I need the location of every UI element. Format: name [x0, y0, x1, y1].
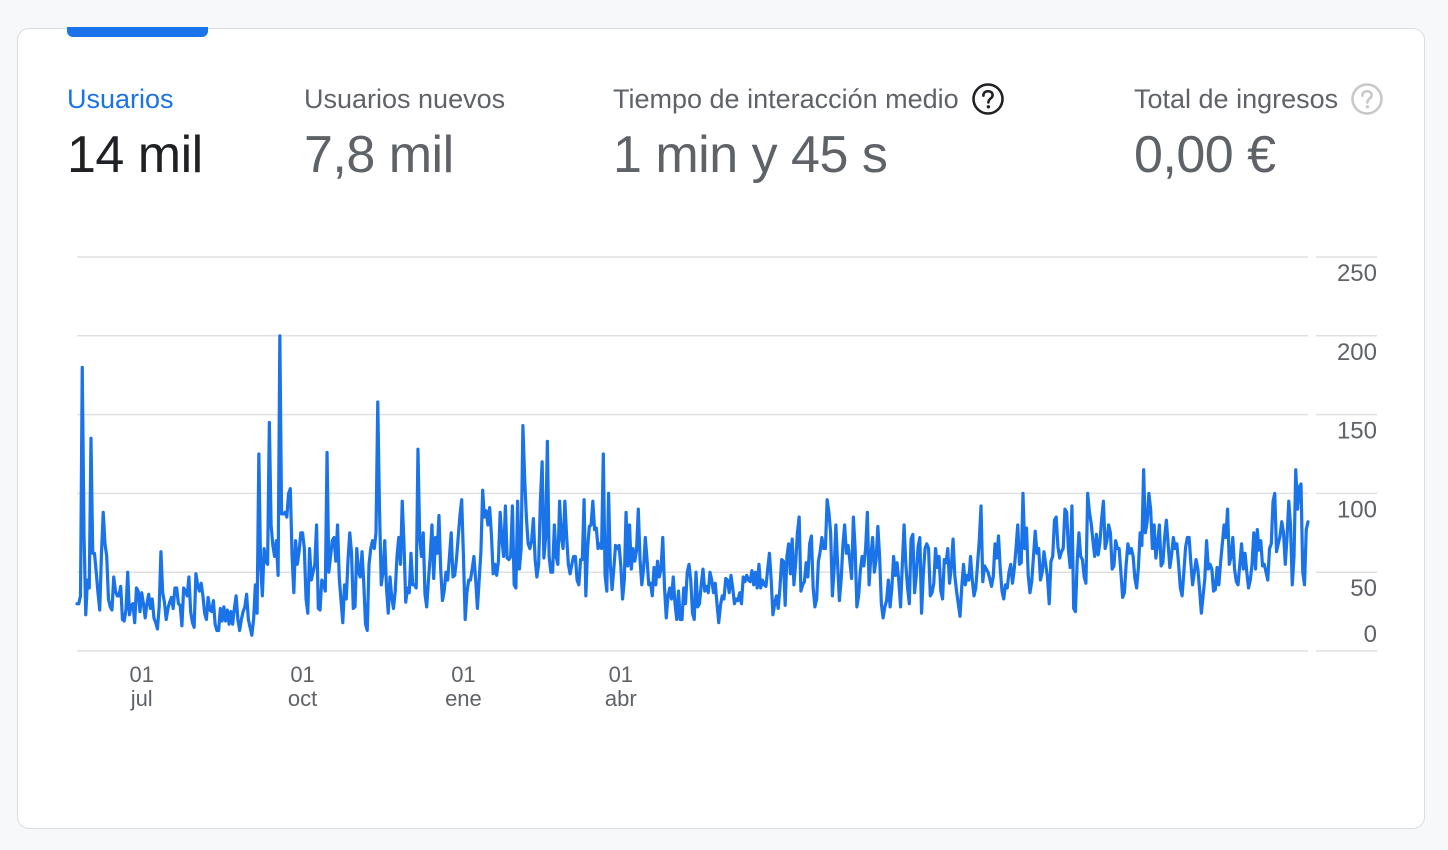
y-tick-label: 50 — [1350, 575, 1377, 602]
help-icon[interactable] — [971, 82, 1005, 116]
metric-label: Usuarios — [67, 84, 174, 114]
x-tick-label: 01 — [451, 662, 475, 687]
metric-label: Usuarios nuevos — [304, 84, 506, 114]
metric-tab-engagement-time[interactable]: Tiempo de interacción medio 1 min y 45 s — [613, 81, 1005, 185]
x-tick-label: ene — [445, 686, 482, 711]
metric-tab-new-users[interactable]: Usuarios nuevos 7,8 mil — [304, 81, 505, 185]
x-tick-label: 01 — [129, 662, 153, 687]
y-tick-label: 0 — [1364, 621, 1377, 648]
metric-value: 0,00 € — [1134, 126, 1276, 184]
series-line — [75, 334, 1310, 637]
metric-value: 1 min y 45 s — [613, 126, 888, 184]
metric-tab-total-revenue[interactable]: Total de ingresos 0,00 € — [1134, 81, 1384, 185]
x-tick-label: abr — [605, 686, 637, 711]
metric-value: 14 mil — [67, 126, 203, 184]
metric-tab-users[interactable]: Usuarios 14 mil — [67, 81, 203, 185]
y-tick-label: 250 — [1337, 260, 1377, 287]
overview-card: Usuarios 14 mil Usuarios nuevos 7,8 mil … — [17, 27, 1425, 829]
metric-value: 7,8 mil — [304, 126, 454, 184]
help-icon[interactable] — [1350, 82, 1384, 116]
y-tick-label: 200 — [1337, 339, 1377, 366]
x-tick-label: jul — [130, 686, 153, 711]
x-tick-label: oct — [288, 686, 317, 711]
y-tick-label: 100 — [1337, 496, 1377, 523]
x-tick-label: 01 — [609, 662, 633, 687]
x-tick-label: 01 — [290, 662, 314, 687]
active-tab-indicator — [67, 27, 208, 37]
y-tick-label: 150 — [1337, 418, 1377, 445]
metric-label: Tiempo de interacción medio — [613, 81, 1005, 117]
metric-label: Total de ingresos — [1134, 81, 1384, 117]
